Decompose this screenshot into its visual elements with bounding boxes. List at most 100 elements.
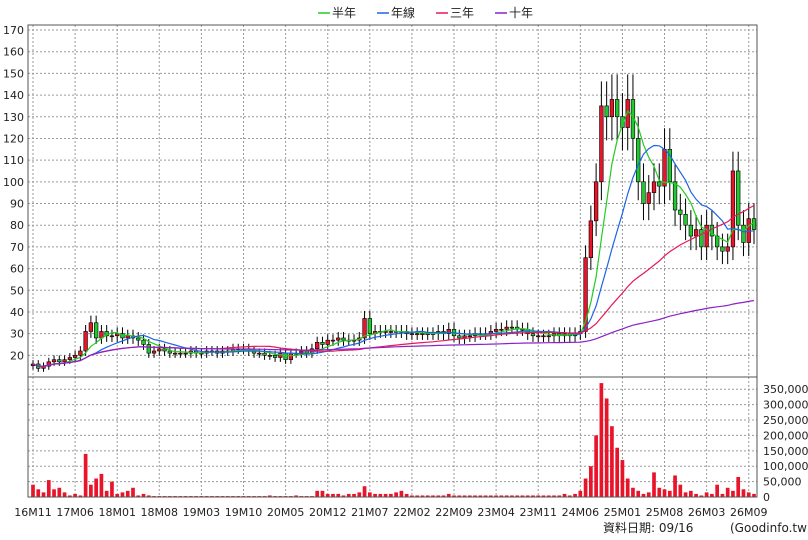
volume-tick-label: 200,000 xyxy=(763,429,808,442)
candle-body xyxy=(288,352,294,360)
candle-body xyxy=(320,341,325,345)
volume-bar xyxy=(720,493,725,497)
candle-body xyxy=(736,170,741,226)
date-tick-label: 20M12 xyxy=(309,506,347,519)
volume-bar xyxy=(467,495,472,497)
price-tick-label: 50 xyxy=(10,284,24,297)
volume-bar xyxy=(436,495,441,497)
candle-body xyxy=(136,337,141,341)
candle-body xyxy=(83,331,88,352)
volume-bar xyxy=(594,435,598,497)
volume-bar xyxy=(41,492,46,497)
volume-tick-label: 50,000 xyxy=(763,476,802,489)
candle-body xyxy=(415,333,420,335)
candle-body xyxy=(57,359,62,363)
candle-body xyxy=(615,99,620,118)
volume-bar xyxy=(425,495,430,497)
candle-body xyxy=(172,352,178,355)
candle-body xyxy=(588,220,593,259)
volume-bar xyxy=(515,495,520,497)
volume-bar xyxy=(410,495,414,497)
volume-bar xyxy=(352,493,356,497)
price-tick-label: 20 xyxy=(10,349,24,362)
volume-bar xyxy=(357,492,362,497)
volume-bar xyxy=(336,493,341,497)
candle-body xyxy=(336,337,341,341)
candle-body xyxy=(325,339,330,345)
volume-bar xyxy=(46,480,51,497)
volume-tick-label: 300,000 xyxy=(763,399,808,412)
volume-bar xyxy=(331,493,335,497)
volume-bar xyxy=(604,398,609,497)
price-tick-label: 160 xyxy=(3,46,24,59)
volume-bar xyxy=(67,495,72,497)
candle-body xyxy=(541,335,546,338)
candle-body xyxy=(167,350,172,354)
date-tick-label: 19M10 xyxy=(225,506,263,519)
candle-body xyxy=(657,181,662,187)
candle-body xyxy=(709,224,715,237)
candle-body xyxy=(341,337,346,341)
volume-bar xyxy=(367,492,372,497)
volume-bar xyxy=(141,493,146,497)
price-tick-label: 30 xyxy=(10,328,24,341)
plot-background xyxy=(28,25,757,497)
volume-bar xyxy=(725,487,730,497)
volume-bar xyxy=(673,475,677,497)
volume-bar xyxy=(578,490,583,497)
volume-bar xyxy=(136,495,141,497)
date-tick-label: 21M07 xyxy=(351,506,389,519)
candle-body xyxy=(678,209,683,215)
candle-body xyxy=(109,335,115,338)
candle-body xyxy=(330,339,336,342)
price-axis-ticks: 20 30 40 50 60 70 80 90 100 110 120 130 140 150 160 170 xyxy=(3,24,24,362)
price-tick-label: 130 xyxy=(3,111,24,124)
date-tick-label: 18M01 xyxy=(98,506,136,519)
date-tick-label: 26M03 xyxy=(688,506,726,519)
volume-bar xyxy=(346,493,351,497)
candle-body xyxy=(46,361,51,367)
volume-bar xyxy=(657,487,662,497)
ma-line-1 xyxy=(32,144,755,367)
volume-bar xyxy=(473,495,477,497)
volume-bar xyxy=(125,490,130,497)
date-tick-label: 17M06 xyxy=(56,506,94,519)
candle-body xyxy=(72,355,78,358)
candle-body xyxy=(151,350,157,354)
volume-bar xyxy=(646,492,651,497)
price-tick-label: 140 xyxy=(3,89,24,102)
volume-tick-label: 0 xyxy=(763,491,770,504)
volume-bar xyxy=(378,493,383,497)
volume-bar xyxy=(662,489,667,497)
candle-body xyxy=(467,335,472,338)
candle-body xyxy=(641,181,646,204)
date-tick-label: 20M05 xyxy=(267,506,305,519)
candle-body xyxy=(593,181,599,222)
volume-bar xyxy=(683,492,688,497)
volume-bar xyxy=(320,490,325,497)
volume-bar xyxy=(752,493,756,497)
date-axis-ticks: 16M11 17M06 18M01 18M08 19M03 19M10 20M05 20M12… xyxy=(14,506,767,519)
volume-bar xyxy=(489,495,493,497)
candle-body xyxy=(262,352,267,356)
candle-body xyxy=(604,105,609,118)
candle-body xyxy=(315,341,320,350)
volume-bar xyxy=(110,481,114,497)
candle-body xyxy=(699,229,704,248)
volume-bar xyxy=(652,472,656,497)
candle-body xyxy=(530,333,536,337)
volume-bar xyxy=(446,493,451,497)
volume-bar xyxy=(525,495,530,497)
volume-bar xyxy=(620,460,625,497)
ma-line-3 xyxy=(32,299,755,367)
price-tick-label: 40 xyxy=(10,306,24,319)
candle-body xyxy=(704,224,709,248)
date-tick-label: 22M09 xyxy=(435,506,473,519)
volume-bar xyxy=(383,493,388,497)
candle-body xyxy=(383,331,388,333)
moving-average-lines xyxy=(32,109,755,367)
volume-bar xyxy=(362,486,367,497)
volume-bar xyxy=(615,447,620,497)
volume-bar xyxy=(89,484,93,497)
